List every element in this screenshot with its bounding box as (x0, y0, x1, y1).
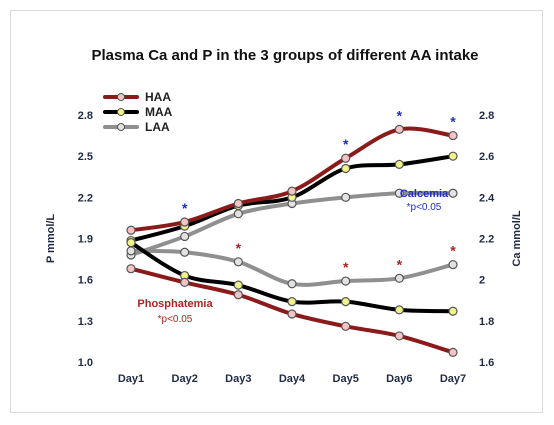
legend-marker-laa (117, 123, 125, 131)
data-point-maa (341, 297, 351, 307)
y-right-label: Ca mmol/L (511, 210, 523, 267)
data-point-haa (287, 186, 297, 196)
series-line-haa (129, 126, 455, 233)
data-point-haa (394, 124, 404, 135)
x-tick-label: Day4 (279, 373, 306, 385)
data-point-laa (180, 247, 190, 257)
significance-star: * (397, 107, 403, 123)
data-point-laa (126, 246, 136, 256)
data-point-maa (287, 297, 297, 307)
right-tick-label: 2.4 (479, 192, 495, 204)
legend-marker-maa (117, 108, 125, 116)
y-left-label: P mmol/L (45, 214, 57, 264)
data-point-laa (233, 257, 243, 267)
right-tick-label: 2.6 (479, 151, 494, 163)
x-tick-label: Day1 (118, 373, 144, 385)
right-tick-label: 1.8 (479, 316, 494, 328)
data-point-maa (394, 305, 404, 315)
left-tick-label: 1.0 (78, 357, 93, 369)
data-point-laa (448, 259, 458, 270)
data-point-haa (287, 309, 297, 319)
legend-label-laa: LAA (145, 120, 170, 134)
significance-star: * (450, 243, 456, 259)
left-tick-label: 2.8 (78, 110, 93, 122)
left-tick-label: 2.2 (78, 192, 93, 204)
data-point-haa (394, 331, 404, 341)
data-point-maa (448, 306, 458, 316)
data-point-haa (448, 347, 458, 357)
data-point-haa (341, 153, 351, 163)
significance-star: * (450, 114, 456, 130)
data-point-haa (126, 225, 136, 235)
right-tick-label: 1.6 (479, 357, 494, 369)
left-tick-label: 1.6 (78, 275, 93, 287)
data-point-laa (394, 273, 404, 283)
phosphatemia-group (126, 238, 458, 357)
data-point-laa (287, 279, 297, 289)
left-tick-label: 2.5 (78, 151, 93, 163)
left-tick-label: 1.9 (78, 234, 93, 246)
data-point-maa (394, 159, 404, 169)
significance-star: * (343, 259, 349, 275)
data-point-haa (126, 264, 136, 274)
axes: 1.0 1.3 1.6 1.9 2.2 2.5 2.8 1.6 1.8 2 2.2 2.4 2.6 2.8… (45, 110, 523, 385)
data-point-haa (233, 198, 243, 209)
data-point-maa (233, 280, 243, 290)
right-tick-label: 2 (479, 275, 485, 287)
phosphatemia-pvalue: *p<0.05 (158, 314, 193, 325)
x-tick-label: Day6 (386, 373, 412, 385)
right-tick-label: 2.2 (479, 234, 494, 246)
significance-star: * (343, 136, 349, 152)
phosphatemia-label: Phosphatemia (137, 298, 213, 310)
legend-label-maa: MAA (145, 105, 173, 119)
chart-title: Plasma Ca and P in the 3 groups of diffe… (91, 47, 478, 64)
annotations: * * * * * * * * Calcemia *p<0.05 Phosphatemia *p<0.… (137, 107, 456, 325)
calcemia-pvalue: *p<0.05 (407, 202, 442, 213)
data-point-laa (448, 188, 458, 198)
series-lines (126, 124, 458, 357)
calcemia-label: Calcemia (400, 188, 449, 200)
data-point-maa (126, 238, 136, 248)
x-tick-label: Day5 (333, 373, 359, 385)
data-point-laa (341, 192, 351, 202)
right-tick-label: 2.8 (479, 110, 494, 122)
x-tick-label: Day2 (172, 373, 198, 385)
significance-star: * (236, 240, 242, 256)
data-point-laa (341, 276, 351, 286)
data-point-maa (448, 151, 458, 161)
left-tick-label: 1.3 (78, 316, 93, 328)
legend-marker-haa (117, 93, 125, 101)
significance-star: * (182, 200, 188, 216)
data-point-laa (394, 188, 404, 198)
x-tick-label: Day7 (440, 373, 466, 385)
significance-star: * (397, 256, 403, 272)
x-tick-label: Day3 (225, 373, 251, 385)
data-point-haa (180, 277, 190, 288)
data-point-haa (233, 290, 243, 300)
legend-label-haa: HAA (145, 90, 171, 104)
data-point-laa (233, 209, 243, 219)
data-point-haa (180, 217, 190, 227)
data-point-haa (448, 130, 458, 141)
data-point-haa (341, 321, 351, 331)
data-point-laa (180, 231, 190, 242)
chart-frame: Plasma Ca and P in the 3 groups of diffe… (10, 10, 543, 413)
line-chart: Plasma Ca and P in the 3 groups of diffe… (45, 47, 523, 385)
data-point-maa (341, 163, 351, 174)
